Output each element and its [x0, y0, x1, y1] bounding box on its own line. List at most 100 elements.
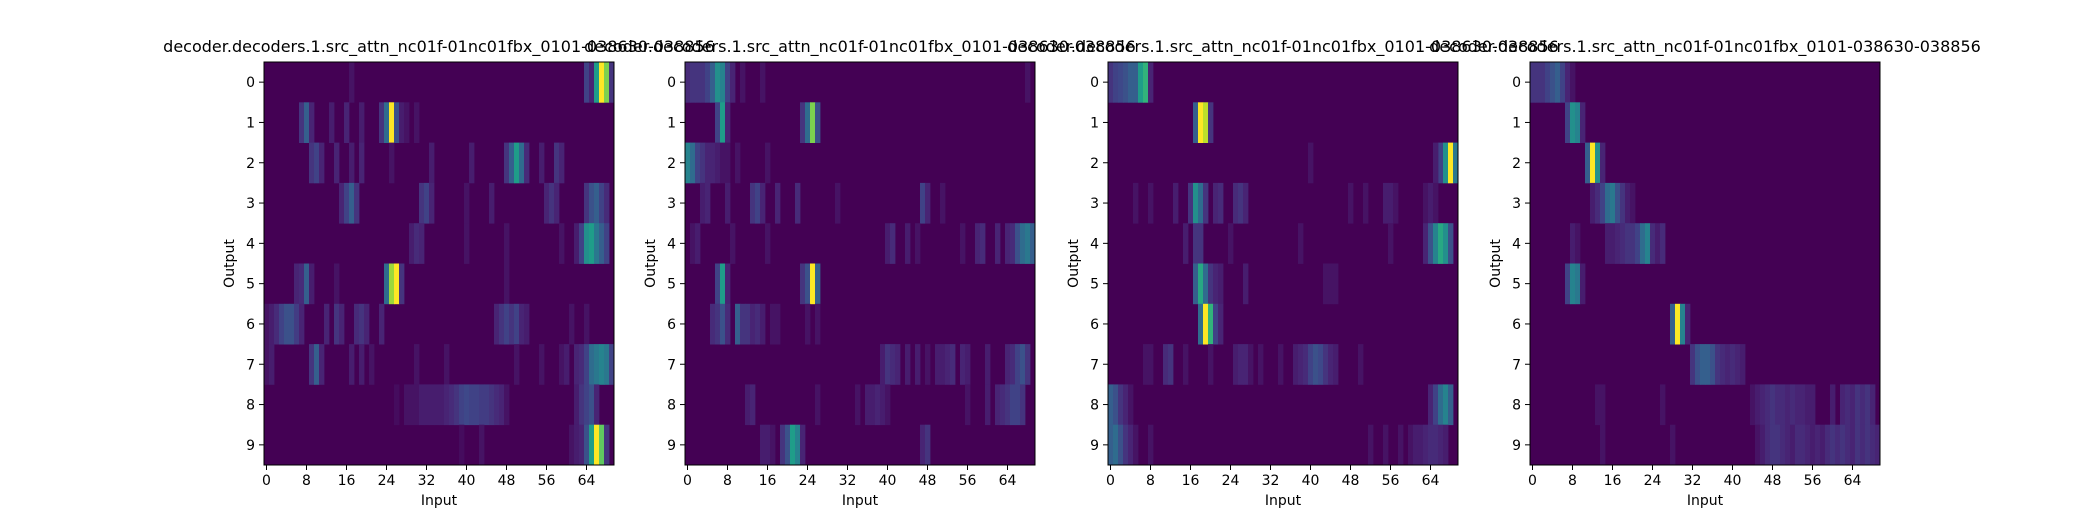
heatmap-cell — [1675, 303, 1681, 345]
heatmap-cell — [1750, 384, 1756, 426]
heatmap-cell — [589, 223, 595, 264]
heatmap-cell — [720, 102, 726, 143]
heatmap-cell — [554, 142, 560, 184]
y-tick-label: 9 — [1512, 438, 1521, 454]
heatmap-cell — [429, 142, 435, 184]
heatmap-cell — [815, 384, 821, 426]
heatmap-cell — [865, 384, 871, 426]
heatmap-cell — [594, 182, 600, 224]
x-tick-label: 16 — [1604, 473, 1622, 489]
heatmap-cell — [309, 102, 315, 143]
heatmap-cell — [1183, 344, 1189, 385]
heatmap-cell — [735, 303, 741, 345]
heatmap-cell — [1725, 344, 1731, 385]
heatmap-cell — [1198, 263, 1204, 305]
heatmap-cell — [1030, 223, 1036, 264]
x-tick-label: 56 — [959, 473, 977, 489]
heatmap-cell — [1323, 344, 1329, 385]
heatmap-cells — [685, 62, 1036, 466]
heatmap-cell — [710, 62, 716, 103]
heatmap-panels: 0 8 16 24 32 40 48 56 640123456789InputOutputdec… — [163, 37, 1981, 509]
heatmap-cell — [589, 384, 595, 426]
heatmap-cell — [960, 344, 966, 385]
heatmap-cell — [1133, 182, 1139, 224]
heatmap-cell — [1610, 182, 1616, 224]
heatmap-cell — [755, 303, 761, 345]
heatmap-cell — [299, 102, 305, 143]
heatmap-cell — [1438, 384, 1444, 426]
heatmap-cell — [1770, 424, 1776, 466]
heatmap-cell — [1570, 223, 1576, 264]
heatmap-cell — [1580, 263, 1586, 305]
heatmap-cell — [1388, 223, 1394, 264]
heatmap-cell — [1630, 182, 1636, 224]
heatmap-cell — [1860, 424, 1866, 466]
heatmap-cell — [584, 384, 590, 426]
heatmap-cell — [700, 62, 706, 103]
heatmap-cell — [1755, 424, 1761, 466]
heatmap-cell — [504, 384, 510, 426]
heatmap-cell — [1243, 344, 1249, 385]
heatmap-cell — [915, 344, 921, 385]
heatmap-cell — [890, 344, 896, 385]
heatmap-cell — [1448, 142, 1454, 184]
heatmap-cell — [304, 102, 310, 143]
heatmap-cell — [1830, 424, 1836, 466]
heatmap-cell — [469, 142, 475, 184]
heatmap-cell — [810, 102, 816, 143]
heatmap-cell — [1328, 344, 1334, 385]
heatmap-cell — [594, 62, 600, 103]
heatmap-cell — [434, 384, 440, 426]
y-tick-label: 2 — [246, 156, 255, 172]
x-tick-label: 24 — [378, 473, 396, 489]
y-tick-label: 4 — [667, 236, 676, 252]
heatmap-cell — [1775, 384, 1781, 426]
heatmap-cell — [730, 62, 736, 103]
heatmap-cell — [690, 62, 696, 103]
panel-title: decoder.decoders.1.src_attn_nc01f-01nc01… — [163, 37, 715, 57]
x-tick-label: 48 — [1764, 473, 1782, 489]
heatmap-cell — [1600, 384, 1606, 426]
heatmap-cell — [1143, 62, 1149, 103]
heatmap-cell — [1208, 344, 1214, 385]
heatmap-cell — [715, 62, 721, 103]
heatmap-cell — [985, 344, 991, 385]
heatmap-cell — [705, 182, 711, 224]
heatmap-cell — [1238, 182, 1244, 224]
heatmap-cell — [309, 263, 315, 305]
heatmap-cell — [1383, 182, 1389, 224]
y-tick-label: 2 — [667, 156, 676, 172]
heatmap-cell — [925, 182, 931, 224]
heatmap-cell — [770, 303, 776, 345]
heatmap-cell — [1810, 424, 1816, 466]
heatmap-cell — [594, 384, 600, 426]
heatmap-cell — [785, 424, 791, 466]
heatmap-cell — [354, 303, 360, 345]
heatmap-cell — [1388, 182, 1394, 224]
heatmap-cell — [1148, 62, 1154, 103]
x-axis-label: Input — [1265, 493, 1302, 509]
heatmap-cell — [765, 424, 771, 466]
heatmap-cell — [1590, 142, 1596, 184]
heatmap-cell — [1025, 223, 1031, 264]
heatmap-cell — [1585, 142, 1591, 184]
heatmap-cell — [1453, 142, 1459, 184]
heatmap-cell — [1298, 223, 1304, 264]
heatmap-cell — [294, 263, 300, 305]
heatmap-cell — [735, 142, 741, 184]
heatmap-cell — [1358, 344, 1364, 385]
heatmap-cell — [1860, 384, 1866, 426]
y-tick-label: 8 — [246, 398, 255, 414]
heatmap-cell — [1855, 424, 1861, 466]
heatmap-cell — [1443, 142, 1449, 184]
heatmap-cell — [1770, 384, 1776, 426]
heatmap-panel-3: 0 8 16 24 32 40 48 56 640123456789InputOutputdec… — [1007, 37, 1559, 509]
heatmap-cell — [1710, 344, 1716, 385]
heatmap-cell — [1208, 303, 1214, 345]
heatmap-cell — [1565, 102, 1571, 143]
heatmap-cell — [269, 303, 275, 345]
heatmap-cell — [609, 344, 615, 385]
heatmap-cell — [559, 223, 565, 264]
heatmap-cell — [1705, 344, 1711, 385]
